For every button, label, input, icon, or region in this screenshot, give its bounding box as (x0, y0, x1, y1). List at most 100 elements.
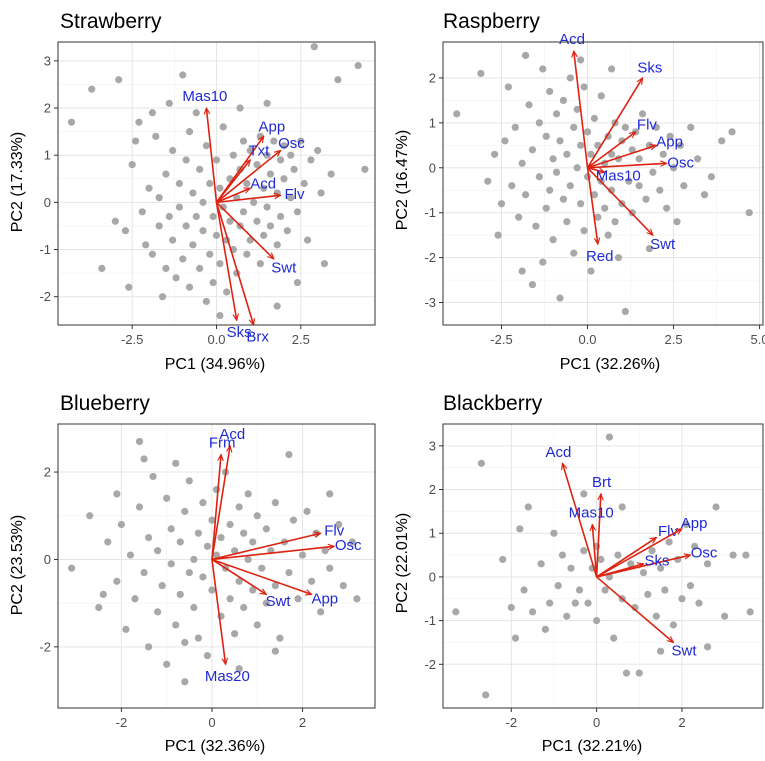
data-point (199, 499, 207, 507)
data-point (226, 520, 234, 529)
data-point (546, 186, 554, 194)
data-point (144, 643, 153, 651)
loading-arrow (206, 108, 218, 203)
data-point (452, 608, 460, 616)
data-point (577, 56, 585, 64)
data-point (95, 603, 103, 612)
data-point (113, 577, 121, 585)
data-point (597, 555, 605, 564)
data-point (289, 516, 298, 524)
data-point (542, 132, 550, 140)
loading-arrow (215, 150, 281, 203)
loading-label: Swt (266, 593, 292, 610)
data-point (262, 525, 270, 533)
data-point (181, 507, 189, 515)
data-point (239, 208, 248, 216)
data-point (131, 137, 140, 145)
data-point (537, 560, 545, 568)
y-tick-label: -2 (39, 639, 51, 654)
data-point (556, 137, 564, 145)
loading-label: Mas20 (205, 668, 250, 685)
y-tick-label: 2 (429, 70, 436, 85)
data-point (601, 204, 609, 212)
loading-arrow (586, 78, 643, 169)
data-point (298, 551, 307, 559)
data-point (497, 200, 506, 208)
y-tick-label: -2 (39, 289, 51, 304)
data-point (563, 218, 571, 226)
data-point (528, 146, 537, 154)
data-point (235, 665, 243, 673)
data-point (546, 599, 554, 607)
data-point (67, 564, 76, 572)
data-point (131, 595, 139, 603)
loading-arrow (215, 160, 251, 203)
data-point (746, 608, 754, 616)
data-point (172, 459, 180, 467)
loading-label: Red (586, 248, 614, 265)
data-point (243, 250, 251, 258)
data-point (189, 189, 197, 197)
data-point (657, 647, 665, 655)
loading-arrow (211, 446, 230, 560)
data-point (570, 123, 578, 131)
loading-arrow (587, 145, 657, 169)
data-point (326, 564, 334, 572)
x-tick-label: 2 (678, 715, 685, 730)
y-axis-title: PC2 (22.01%) (394, 513, 411, 614)
loading-label: Mas10 (569, 505, 614, 522)
data-point (266, 170, 275, 178)
data-point (240, 603, 248, 612)
data-point (656, 186, 664, 194)
data-point (135, 118, 143, 126)
x-axis-title: PC1 (32.21%) (542, 738, 643, 755)
data-point (140, 455, 148, 463)
data-point (516, 525, 524, 533)
data-point (303, 236, 312, 244)
loading-arrow (595, 494, 601, 577)
plot-area: -2.5 0.0 2.5 -2 -1 0 1 2 3 Mas10 App Txt Osc Acd Flv Sw… (39, 41, 376, 347)
data-point (508, 182, 516, 190)
data-point (657, 564, 665, 572)
data-point (216, 184, 224, 192)
data-point (645, 245, 654, 253)
data-point (573, 105, 581, 113)
data-point (206, 250, 214, 258)
data-point (573, 164, 581, 172)
data-point (559, 195, 568, 203)
data-point (635, 669, 643, 677)
data-point (339, 582, 347, 590)
data-point (563, 150, 571, 158)
data-point (511, 634, 520, 642)
data-point (622, 669, 631, 677)
data-point (507, 603, 515, 612)
plot-frame (442, 423, 764, 709)
data-point (676, 141, 685, 149)
data-point (138, 208, 146, 216)
data-point (140, 568, 148, 577)
data-point (165, 99, 173, 107)
panel-raspberry: Raspberry PC1 (32.26%) PC2 (16.47%) -2.5… (394, 10, 765, 373)
loading-label: Osc (691, 544, 718, 561)
data-point (162, 170, 170, 178)
y-tick-label: -1 (424, 613, 436, 628)
x-tick-label: 5.0 (751, 332, 765, 347)
y-tick-label: 3 (429, 438, 436, 453)
data-point (539, 65, 547, 73)
data-point (453, 110, 461, 118)
data-point (169, 236, 177, 244)
y-tick-label: 1 (429, 526, 436, 541)
data-point (320, 260, 329, 268)
data-point (703, 560, 712, 568)
panel-title: Strawberry (60, 10, 162, 33)
y-tick-label: -2 (424, 657, 436, 672)
loading-label: Osc (667, 155, 694, 172)
data-point (128, 161, 136, 169)
data-point (597, 92, 605, 100)
data-point (310, 43, 318, 51)
loading-arrow (216, 187, 251, 204)
panel-blackberry: Blackberry PC1 (32.21%) PC2 (22.01%) -2 0… (394, 392, 764, 755)
data-point (652, 612, 660, 620)
data-point (280, 175, 288, 183)
